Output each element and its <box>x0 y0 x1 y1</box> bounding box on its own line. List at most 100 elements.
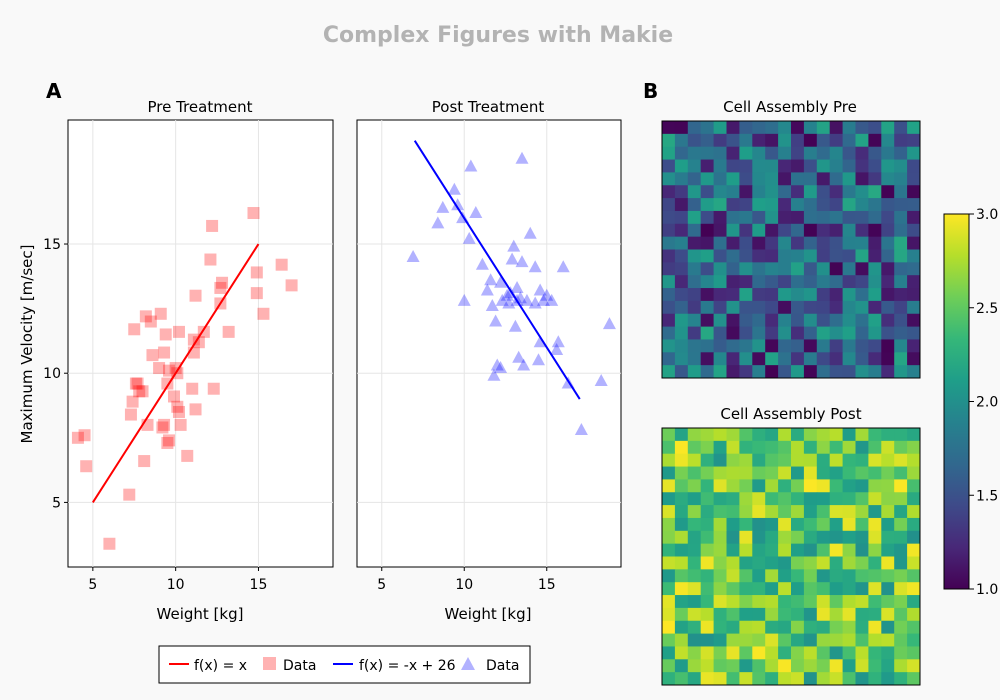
heatmap-cell <box>894 466 908 480</box>
heatmap-cell <box>894 172 908 186</box>
heatmap-cell <box>842 633 856 647</box>
heatmap-cell <box>778 249 792 263</box>
heatmap-cell <box>752 210 766 225</box>
data-point <box>494 361 508 374</box>
heatmap-cell <box>662 530 676 545</box>
data-point <box>216 276 229 289</box>
heatmap-cell <box>739 262 753 276</box>
heatmap-cell <box>829 365 844 379</box>
data-point <box>485 299 499 312</box>
data-point <box>510 280 524 293</box>
heatmap-cell <box>687 466 702 480</box>
heatmap-cell <box>881 365 895 379</box>
heatmap-cell <box>894 672 908 686</box>
heatmap-cell <box>687 582 702 596</box>
heatmap-cell <box>829 466 844 480</box>
heatmap-cell <box>752 300 766 315</box>
x-tick-label: 5 <box>377 577 386 593</box>
heatmap-cell <box>700 236 715 250</box>
heatmap-cell <box>726 479 740 493</box>
heatmap-cell <box>855 300 869 315</box>
heatmap-cell <box>765 236 779 250</box>
data-point <box>545 293 559 306</box>
heatmap-cell <box>674 556 689 570</box>
data-point <box>533 335 547 348</box>
heatmap-cell <box>752 659 766 673</box>
pre-x-axis-label: Weight [kg] <box>157 605 244 623</box>
heatmap-cell <box>674 582 689 596</box>
heatmap-cell <box>713 159 727 173</box>
data-point <box>171 400 184 413</box>
heatmap-cell <box>739 172 753 186</box>
heatmap-cell <box>687 505 702 519</box>
data-point <box>469 206 483 219</box>
heatmap-cell <box>816 607 831 622</box>
heatmap-cell <box>907 440 921 455</box>
heatmap-cell <box>868 159 882 173</box>
heatmap-cell <box>791 556 805 570</box>
heatmap-cell <box>868 365 882 379</box>
heatmap-cell <box>674 428 689 442</box>
heatmap-cell <box>739 633 753 647</box>
data-point <box>189 403 202 416</box>
heatmap-cell <box>700 223 715 238</box>
heatmap-cell <box>700 479 715 493</box>
heatmap-cell <box>687 569 702 583</box>
heatmap-cell <box>765 556 779 570</box>
heatmap-cell <box>894 646 908 660</box>
data-point <box>181 449 194 462</box>
heatmap-cell <box>816 633 831 647</box>
heatmap-cell <box>842 530 856 545</box>
pre-treatment-plot: Pre Treatment 5 10 15 5 10 15 Weight [kg] Ma… <box>18 98 334 623</box>
heatmap-cell <box>739 569 753 583</box>
heatmap-cell <box>816 185 831 199</box>
heatmap-cell <box>868 262 882 276</box>
heatmap-cell <box>713 479 727 493</box>
heatmap-cell <box>739 453 753 468</box>
heatmap-cell <box>868 249 882 263</box>
post-plot-area <box>356 119 622 568</box>
heatmap-cell <box>829 352 844 366</box>
heatmap-cell <box>662 582 676 596</box>
heatmap-cell <box>907 133 921 148</box>
heatmap-cell <box>765 466 779 480</box>
data-point <box>154 307 167 320</box>
heatmap-cell <box>739 365 753 379</box>
figure-title: Complex Figures with Makie <box>323 23 673 48</box>
heatmap-cell <box>739 133 753 148</box>
data-point <box>594 373 608 386</box>
heatmap-cell <box>726 466 740 480</box>
heatmap-cell <box>791 428 805 442</box>
heatmap-cell <box>765 210 779 225</box>
heatmap-cell <box>816 223 831 238</box>
heatmap-cell <box>778 339 792 353</box>
legend-triangle-icon <box>461 657 475 670</box>
heatmap-cell <box>765 582 779 596</box>
heatmap-cell <box>687 595 702 609</box>
heatmap-cell <box>868 530 882 545</box>
heatmap-cell <box>765 249 779 263</box>
heatmap-cell <box>842 172 856 186</box>
heatmap-cell <box>700 646 715 660</box>
pre-fit-line <box>92 243 260 503</box>
heatmap-cell <box>662 236 676 250</box>
heatmap-cell <box>687 236 702 250</box>
fit-line <box>413 140 581 400</box>
heatmap-cell <box>752 146 766 161</box>
post-treatment-plot: Post Treatment 5 10 15 Weight [kg] <box>356 98 622 623</box>
heatmap-cell <box>700 633 715 647</box>
heatmap-cell <box>662 146 676 161</box>
heatmap-cell <box>700 505 715 519</box>
heatmap-cell <box>855 288 869 302</box>
heatmap-cell <box>907 492 921 506</box>
heatmap-cell <box>868 133 882 148</box>
heatmap-cell <box>662 659 676 673</box>
heatmap-cell <box>894 556 908 570</box>
heatmap-cell <box>803 262 818 276</box>
heatmap-cell <box>868 146 882 161</box>
data-point <box>163 364 176 377</box>
data-point <box>131 377 144 390</box>
heatmap-cell <box>816 352 831 366</box>
heatmap-cell <box>868 198 882 212</box>
heatmap-cell <box>842 352 856 366</box>
